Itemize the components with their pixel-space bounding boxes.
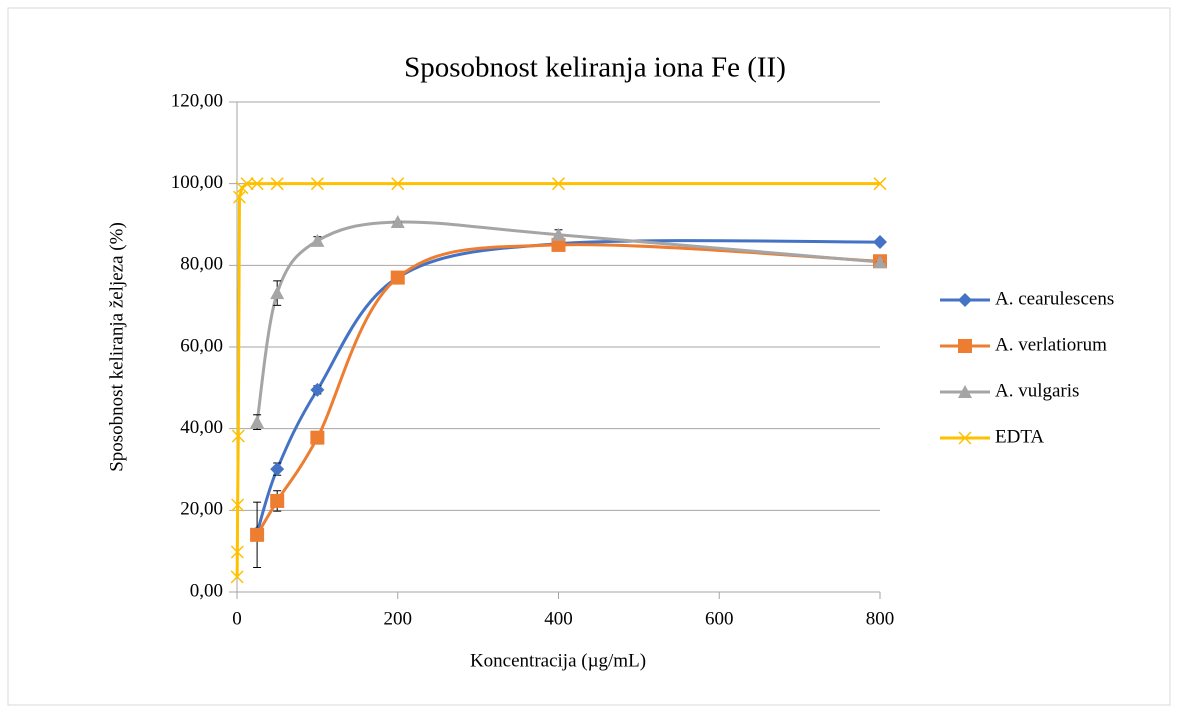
y-tick-label: 20,00: [180, 499, 223, 520]
marker: [390, 215, 405, 229]
marker: [551, 237, 566, 252]
legend-label: A. verlatiorum: [995, 334, 1107, 355]
marker: [873, 177, 887, 191]
legend-label: EDTA: [995, 426, 1044, 447]
chart-border: [7, 7, 1171, 706]
marker: [250, 177, 264, 191]
marker: [270, 177, 284, 191]
marker: [231, 429, 245, 443]
x-tick-label: 400: [544, 608, 573, 629]
x-axis-label: Koncentracija (µg/mL): [470, 650, 646, 671]
marker: [240, 177, 254, 191]
marker: [551, 177, 566, 191]
marker: [310, 382, 325, 397]
legend-label: A. cearulescens: [995, 288, 1114, 309]
y-tick-label: 100,00: [171, 172, 223, 193]
marker: [310, 430, 325, 445]
marker: [958, 385, 972, 398]
chart-title: Sposobnost keliranja iona Fe (II): [404, 52, 786, 84]
marker: [310, 177, 324, 191]
x-tick-label: 600: [705, 608, 734, 629]
marker: [270, 286, 285, 300]
marker: [958, 339, 972, 353]
x-tick-label: 200: [384, 608, 413, 629]
marker: [958, 431, 972, 445]
y-tick-label: 40,00: [180, 417, 223, 438]
marker: [390, 270, 405, 285]
marker: [230, 570, 244, 584]
marker: [250, 415, 265, 429]
y-tick-label: 120,00: [171, 90, 223, 111]
marker: [551, 227, 566, 241]
marker: [391, 177, 405, 191]
legend-label: A. vulgaris: [995, 380, 1079, 401]
x-tick-label: 800: [866, 608, 895, 629]
marker: [873, 255, 887, 269]
marker: [958, 293, 972, 307]
y-axis-label: Sposobnost keliranja željeza (%): [106, 222, 127, 472]
marker: [232, 190, 247, 204]
y-tick-label: 80,00: [180, 254, 223, 275]
marker: [873, 235, 887, 250]
y-tick-label: 60,00: [180, 335, 223, 356]
marker: [270, 493, 285, 508]
marker: [310, 233, 325, 247]
y-tick-label: 0,00: [190, 580, 223, 601]
marker: [231, 498, 245, 512]
marker: [230, 545, 244, 559]
marker: [250, 527, 265, 542]
x-tick-label: 0: [232, 608, 242, 629]
marker: [270, 462, 285, 477]
